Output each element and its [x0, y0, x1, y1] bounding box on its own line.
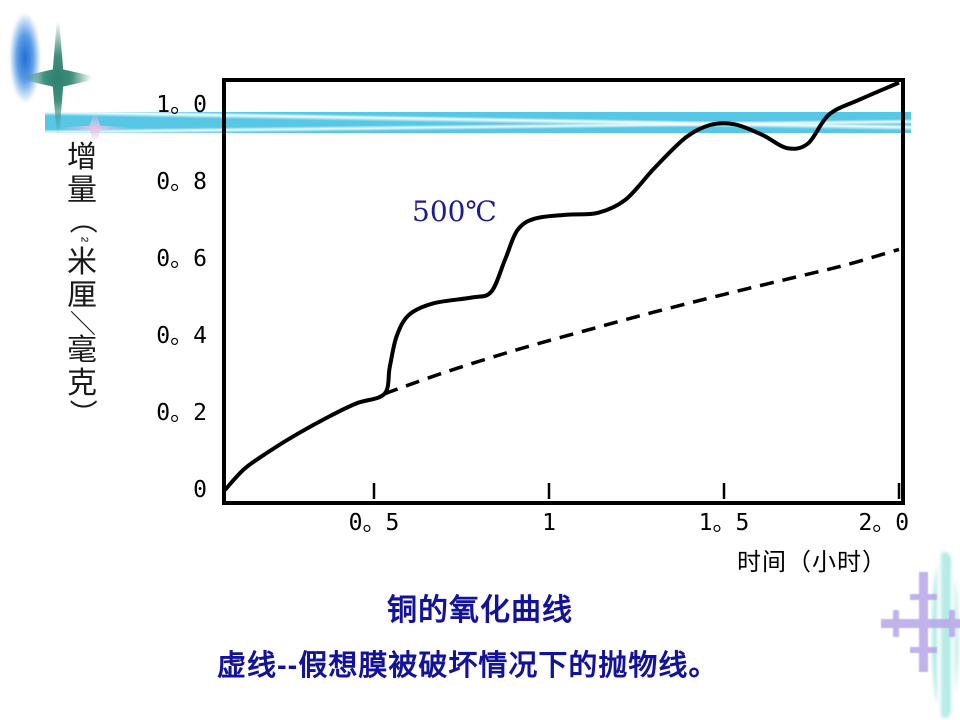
chart-caption-title: 铜的氧化曲线	[387, 594, 573, 627]
temperature-label: 500℃	[412, 195, 497, 228]
y-axis-title: 增 量 （ ² 米 厘 ／ 毫 克 ）	[60, 141, 104, 428]
solid-oxidation-curve	[225, 80, 900, 492]
y-axis-title-char: ／	[66, 309, 97, 337]
x-tick-label: 1	[542, 510, 556, 536]
lavender-cross-decoration-icon	[873, 572, 960, 678]
y-axis-title-char: 量	[67, 174, 97, 207]
cyan-ribbon-decoration	[45, 112, 911, 133]
y-axis-title-char: 毫	[67, 334, 97, 367]
x-tick-marks	[372, 483, 901, 499]
y-axis-title-char: 增	[67, 141, 97, 174]
x-tick-label: 2。0	[858, 510, 910, 536]
y-axis-title-char: ²	[73, 236, 91, 243]
y-axis-title-char: （	[66, 205, 98, 235]
plot-frame	[222, 78, 905, 505]
y-tick-label: 0	[193, 477, 207, 503]
y-axis-title-char: 米	[67, 246, 97, 279]
y-tick-label: 0。8	[156, 169, 207, 195]
x-tick-label: 0。5	[348, 510, 400, 536]
y-axis-title-char: 克	[67, 367, 97, 400]
y-tick-label: 1。0	[156, 92, 207, 118]
y-tick-label: 0。6	[156, 246, 207, 272]
y-axis-title-char: ）	[66, 398, 98, 428]
x-tick-label: 1。5	[698, 510, 750, 536]
y-tick-label: 0。2	[156, 400, 207, 426]
y-axis-title-char: 厘	[67, 279, 97, 312]
x-axis-title: 时间（小时）	[737, 549, 887, 576]
y-tick-label: 0。4	[156, 323, 207, 349]
chart-caption-subtitle: 虚线--假想膜被破坏情况下的抛物线。	[217, 650, 719, 682]
oxidation-chart	[225, 80, 901, 499]
dashed-parabola-curve	[383, 247, 900, 396]
